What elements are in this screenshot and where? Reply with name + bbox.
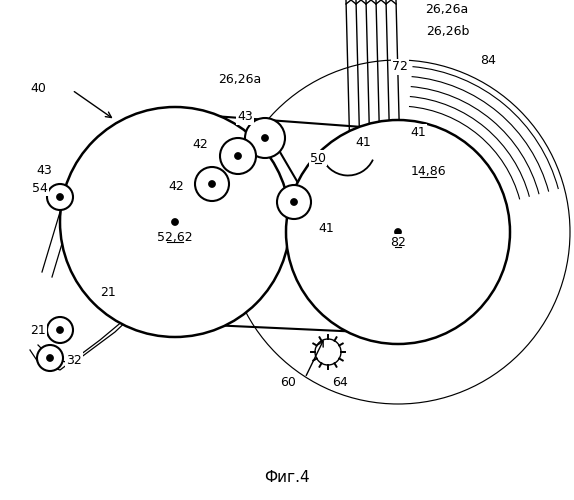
Circle shape (37, 345, 63, 371)
Circle shape (394, 228, 401, 235)
Text: 41: 41 (318, 222, 334, 234)
Circle shape (172, 218, 179, 226)
Text: 41: 41 (355, 136, 371, 148)
Text: 14,86: 14,86 (410, 166, 446, 178)
Circle shape (235, 152, 242, 160)
Circle shape (220, 138, 256, 174)
Text: Фиг.4: Фиг.4 (264, 470, 310, 486)
Text: 42: 42 (168, 180, 184, 192)
Text: 82: 82 (390, 236, 406, 248)
Circle shape (195, 167, 229, 201)
Circle shape (315, 339, 341, 365)
Circle shape (226, 60, 570, 404)
Text: 43: 43 (237, 110, 253, 124)
Circle shape (246, 80, 550, 384)
Text: 43: 43 (36, 164, 52, 176)
Text: 42: 42 (192, 138, 208, 151)
Text: 40: 40 (30, 82, 46, 94)
Circle shape (266, 100, 530, 364)
Circle shape (236, 70, 560, 394)
Text: 72: 72 (392, 60, 408, 74)
Circle shape (47, 184, 73, 210)
Text: 41: 41 (410, 126, 426, 138)
Text: 64: 64 (332, 376, 348, 388)
Circle shape (277, 185, 311, 219)
Circle shape (245, 118, 285, 158)
Circle shape (47, 317, 73, 343)
Text: 84: 84 (480, 54, 496, 66)
Text: 52,62: 52,62 (157, 230, 193, 243)
Text: 54: 54 (32, 182, 48, 194)
Text: 26,26a: 26,26a (218, 74, 262, 86)
Circle shape (262, 134, 269, 141)
Circle shape (60, 107, 290, 337)
Circle shape (276, 110, 520, 354)
Text: 26,26b: 26,26b (426, 26, 470, 38)
Text: 50: 50 (310, 152, 326, 164)
Circle shape (46, 354, 53, 362)
Circle shape (56, 326, 64, 334)
Text: 21: 21 (30, 324, 46, 336)
Text: 60: 60 (280, 376, 296, 388)
Circle shape (256, 90, 540, 374)
Circle shape (208, 180, 215, 188)
Text: 26,26a: 26,26a (425, 4, 468, 16)
Text: 32: 32 (66, 354, 82, 366)
Circle shape (286, 120, 510, 344)
Text: 21: 21 (100, 286, 116, 298)
Circle shape (56, 194, 64, 200)
Circle shape (290, 198, 297, 205)
